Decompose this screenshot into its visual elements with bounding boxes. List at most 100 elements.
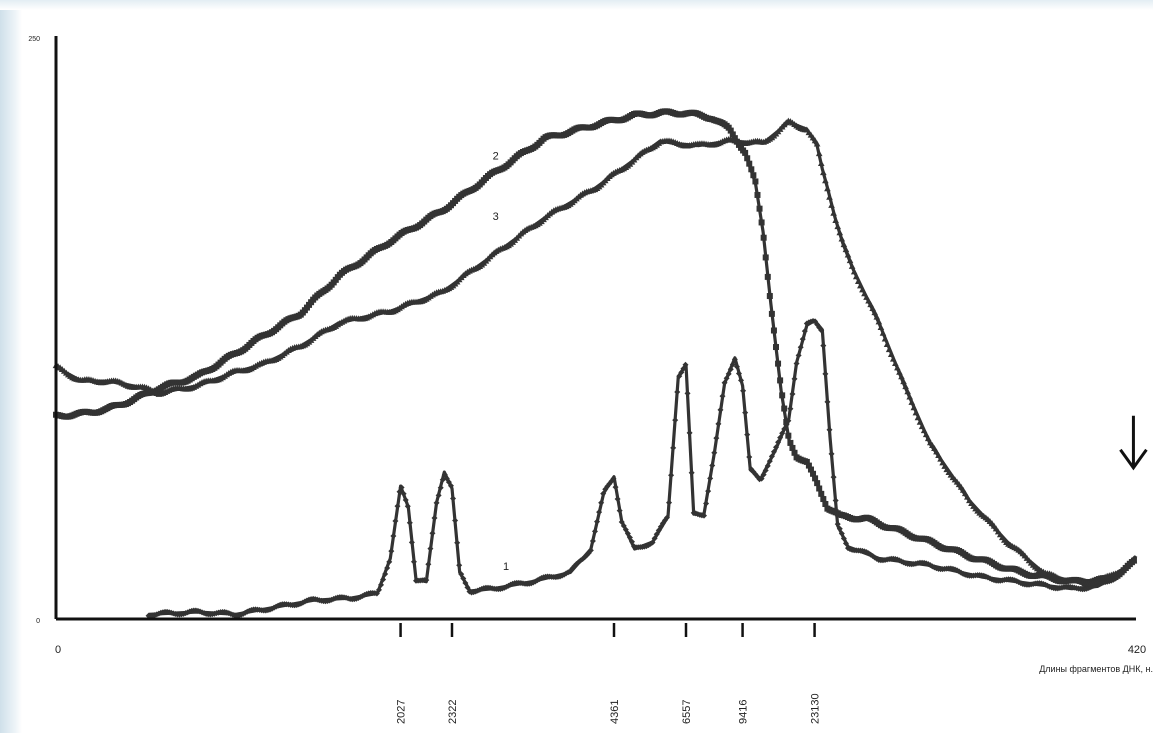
series-2-point [729, 131, 736, 138]
series-3-point [828, 201, 835, 208]
series-1-point [600, 490, 607, 497]
series-2-point [758, 219, 765, 226]
series-2-point [754, 191, 761, 198]
series-3-point [848, 262, 856, 269]
series-1-point [703, 500, 710, 507]
series-1-point [427, 545, 434, 552]
series-1-point [777, 434, 784, 441]
series-1-point [746, 453, 753, 460]
series-3-point [850, 268, 858, 275]
series-3-point [873, 313, 881, 320]
series-1-point [775, 439, 782, 446]
series-3 [52, 117, 1138, 587]
series-1-point [378, 581, 385, 588]
series-label-2: 2 [493, 151, 499, 163]
series-2-point [805, 462, 812, 469]
series-3-point [877, 324, 885, 331]
series-1-point [406, 519, 413, 526]
series-1-point [793, 360, 800, 367]
series-1-point [715, 420, 722, 427]
series-2-point [783, 419, 790, 426]
marker-ticks: 2027 2322 4361 6557 9416 23130 [396, 623, 822, 724]
series-3-point [871, 309, 879, 316]
series-1-point [598, 499, 605, 506]
series-1-point [394, 503, 401, 510]
marker-tick-label: 23130 [810, 693, 822, 724]
series-3-point [869, 304, 876, 311]
series-1-point [725, 370, 732, 377]
series-1-point [447, 482, 454, 489]
series-1-point [727, 366, 734, 373]
series-1-point [832, 497, 839, 504]
series-2-point [752, 178, 759, 185]
series-1-point [668, 472, 675, 479]
series-3-point [822, 177, 829, 184]
series-1-point [838, 530, 845, 537]
series-1-point [834, 521, 841, 528]
series-3-point [904, 388, 911, 395]
series-3-point [852, 273, 860, 280]
series-3-point [820, 169, 827, 176]
series-1-point [758, 475, 765, 482]
series-2-point [748, 166, 755, 173]
series-1-point [768, 453, 775, 460]
series-1-point [686, 429, 693, 436]
series-1-point [701, 512, 707, 519]
series-1-point [429, 530, 436, 537]
series-1-point [431, 515, 438, 522]
series-1-point [456, 562, 463, 569]
series-3-point [914, 414, 922, 421]
series-1-point [779, 430, 786, 437]
series-3-point [910, 404, 918, 411]
series-1-point [400, 490, 407, 497]
series-1-point [791, 375, 798, 382]
series-1-point [462, 579, 469, 586]
y-axis-max-label: 250 [28, 36, 40, 43]
series-1-point [390, 533, 397, 540]
series-1-point [612, 484, 619, 491]
series-1-point [707, 475, 714, 482]
series-1-point [735, 370, 742, 377]
series-1-point [830, 474, 837, 481]
series-2-point [764, 273, 771, 280]
series-1-point [742, 409, 749, 416]
series-1-point [711, 449, 718, 456]
series-1-point [795, 352, 802, 359]
series-3-point [912, 409, 920, 416]
series-3-point [900, 378, 907, 385]
series-1-point [392, 517, 399, 524]
series-1-point [713, 435, 720, 442]
slide-left-border [0, 0, 22, 733]
series-1-point [764, 462, 771, 469]
series-3-point [834, 223, 842, 230]
series-1-point [454, 539, 461, 546]
series-1-line [148, 318, 1138, 616]
series-2-point [803, 458, 810, 465]
series-1-point [731, 356, 738, 363]
series-3-point [875, 318, 883, 325]
series-3-point [844, 251, 852, 258]
series-1-point [402, 496, 409, 503]
series-2-point [777, 377, 784, 384]
series-1-point [425, 561, 432, 568]
series-3-point [854, 277, 862, 284]
series-3-point [896, 368, 903, 375]
series-1-point [682, 361, 689, 368]
series-1-point [410, 558, 417, 565]
series-1-point [587, 547, 594, 554]
series-2-point [812, 475, 819, 482]
series-1-point [423, 577, 430, 584]
series-1-point [651, 535, 658, 542]
series-1-point [721, 379, 728, 386]
series-1-point [450, 495, 457, 502]
series-1-point [674, 389, 681, 396]
series-1-point [766, 458, 773, 465]
series-1-point [797, 344, 804, 351]
series-1-point [396, 488, 403, 495]
series-3-point [922, 431, 930, 438]
series-1-point [626, 534, 633, 541]
series-1-point [408, 539, 415, 546]
series-1-point [404, 503, 411, 510]
series-1-point [670, 444, 677, 451]
series-1-point [386, 558, 393, 565]
